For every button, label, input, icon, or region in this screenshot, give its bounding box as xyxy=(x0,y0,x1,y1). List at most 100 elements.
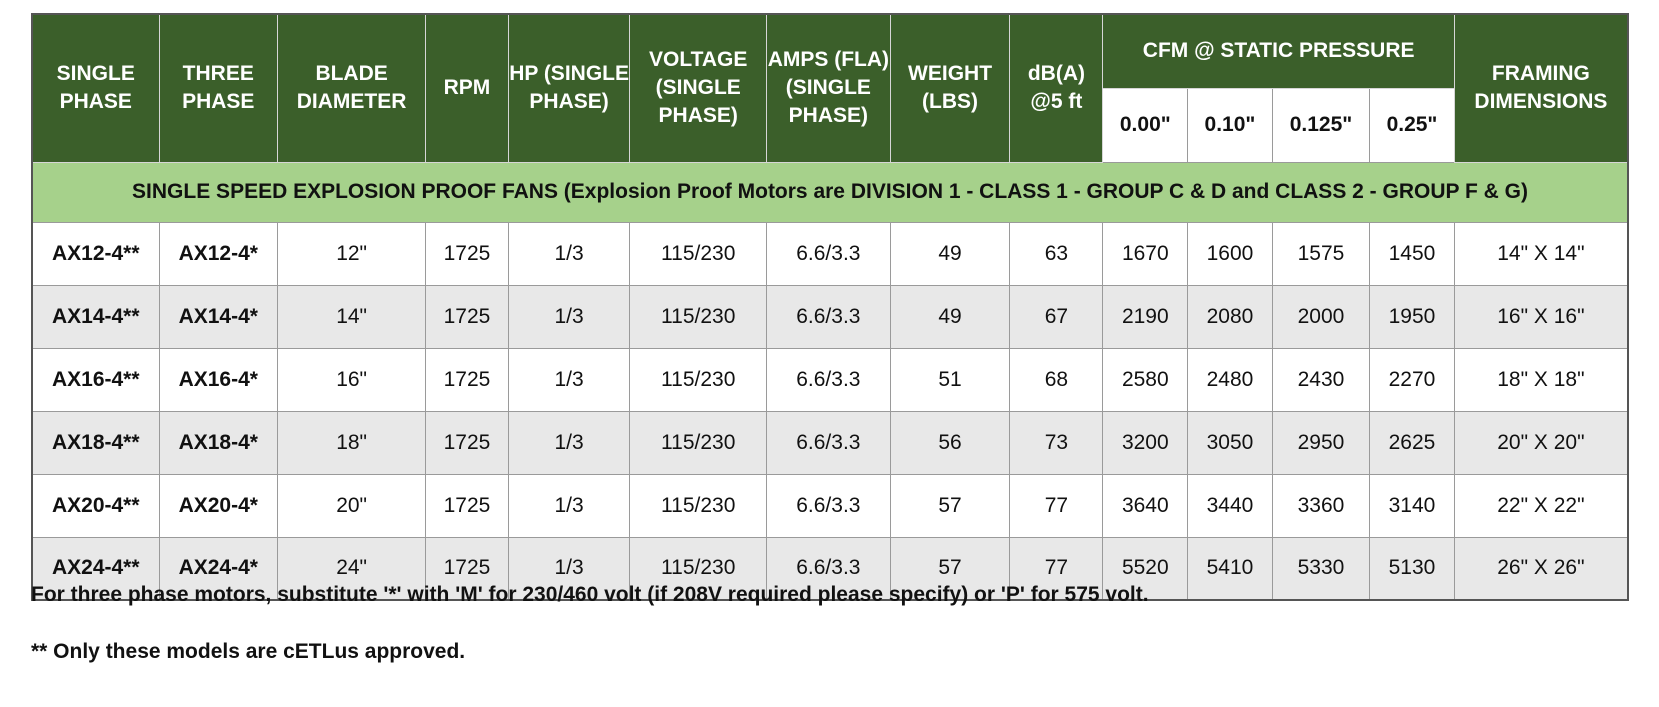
cell-cfm-0-25: 5130 xyxy=(1369,536,1455,601)
cell-cfm-0-10: 2080 xyxy=(1187,284,1273,349)
table-row: AX16-4** AX16-4* 16" 1725 1/3 115/230 6.6/3.3 5… xyxy=(31,347,1629,412)
cell-db: 77 xyxy=(1009,536,1104,601)
cell-weight: 49 xyxy=(889,284,1011,349)
header-cfm-0-00: 0.00" xyxy=(1102,87,1189,163)
table-row: AX20-4** AX20-4* 20" 1725 1/3 115/230 6.6/3.3 5… xyxy=(31,473,1629,538)
cell-cfm-0-00: 1670 xyxy=(1102,221,1189,286)
cell-rpm: 1725 xyxy=(425,284,509,349)
section-row: SINGLE SPEED EXPLOSION PROOF FANS (Explo… xyxy=(31,161,1629,223)
cell-blade-diameter: 18" xyxy=(277,410,427,475)
three-phase-note: For three phase motors, substitute '*' w… xyxy=(31,583,1149,606)
cell-three-phase-model: AX24-4* xyxy=(158,536,279,601)
cell-framing: 26" X 26" xyxy=(1453,536,1629,601)
cell-amps: 6.6/3.3 xyxy=(765,536,891,601)
header-cfm-0-125: 0.125" xyxy=(1271,87,1371,163)
cell-rpm: 1725 xyxy=(425,536,509,601)
cell-blade-diameter: 14" xyxy=(277,284,427,349)
header-amps: AMPS (FLA) (SINGLE PHASE) xyxy=(765,13,891,163)
spec-table: SINGLE PHASE THREE PHASE BLADE DIAMETER … xyxy=(31,13,1629,601)
cell-cfm-0-10: 2480 xyxy=(1187,347,1273,412)
cell-db: 63 xyxy=(1009,221,1104,286)
cell-voltage: 115/230 xyxy=(629,536,767,601)
header-voltage: VOLTAGE (SINGLE PHASE) xyxy=(629,13,767,163)
cell-amps: 6.6/3.3 xyxy=(765,410,891,475)
cell-cfm-0-25: 3140 xyxy=(1369,473,1455,538)
cell-cfm-0-125: 3360 xyxy=(1271,473,1371,538)
cell-blade-diameter: 12" xyxy=(277,221,427,286)
cell-cfm-0-25: 2625 xyxy=(1369,410,1455,475)
cell-db: 68 xyxy=(1009,347,1104,412)
header-blade-diameter: BLADE DIAMETER xyxy=(277,13,427,163)
table-row: AX12-4** AX12-4* 12" 1725 1/3 115/230 6.6/3.3 4… xyxy=(31,221,1629,286)
cell-cfm-0-25: 1950 xyxy=(1369,284,1455,349)
cell-amps: 6.6/3.3 xyxy=(765,284,891,349)
header-row: SINGLE PHASE THREE PHASE BLADE DIAMETER … xyxy=(31,13,1629,163)
cell-hp: 1/3 xyxy=(507,221,631,286)
cell-single-phase-model: AX14-4** xyxy=(31,284,160,349)
cell-cfm-0-00: 3200 xyxy=(1102,410,1189,475)
header-hp: HP (SINGLE PHASE) xyxy=(507,13,631,163)
cell-rpm: 1725 xyxy=(425,473,509,538)
cell-voltage: 115/230 xyxy=(629,473,767,538)
approval-note: ** Only these models are cETLus approved… xyxy=(31,640,466,663)
cell-hp: 1/3 xyxy=(507,473,631,538)
section-title: SINGLE SPEED EXPLOSION PROOF FANS (Explo… xyxy=(31,161,1629,223)
cell-weight: 57 xyxy=(889,536,1011,601)
header-cfm-0-10: 0.10" xyxy=(1187,87,1273,163)
cell-db: 73 xyxy=(1009,410,1104,475)
cell-db: 77 xyxy=(1009,473,1104,538)
table-body: SINGLE SPEED EXPLOSION PROOF FANS (Explo… xyxy=(31,161,1629,601)
cell-hp: 1/3 xyxy=(507,410,631,475)
cell-cfm-0-00: 5520 xyxy=(1102,536,1189,601)
cell-hp: 1/3 xyxy=(507,347,631,412)
cell-voltage: 115/230 xyxy=(629,284,767,349)
cell-hp: 1/3 xyxy=(507,536,631,601)
cell-cfm-0-00: 2580 xyxy=(1102,347,1189,412)
cell-three-phase-model: AX20-4* xyxy=(158,473,279,538)
cell-weight: 51 xyxy=(889,347,1011,412)
cell-blade-diameter: 24" xyxy=(277,536,427,601)
cell-framing: 14" X 14" xyxy=(1453,221,1629,286)
cell-single-phase-model: AX12-4** xyxy=(31,221,160,286)
cell-cfm-0-25: 1450 xyxy=(1369,221,1455,286)
cell-cfm-0-10: 3050 xyxy=(1187,410,1273,475)
cell-amps: 6.6/3.3 xyxy=(765,347,891,412)
cell-db: 67 xyxy=(1009,284,1104,349)
table-row: AX14-4** AX14-4* 14" 1725 1/3 115/230 6.6/3.3 4… xyxy=(31,284,1629,349)
cell-cfm-0-125: 5330 xyxy=(1271,536,1371,601)
cell-cfm-0-25: 2270 xyxy=(1369,347,1455,412)
cell-blade-diameter: 20" xyxy=(277,473,427,538)
cell-framing: 22" X 22" xyxy=(1453,473,1629,538)
cell-amps: 6.6/3.3 xyxy=(765,221,891,286)
header-db: dB(A) @5 ft xyxy=(1009,13,1104,163)
cell-single-phase-model: AX20-4** xyxy=(31,473,160,538)
cell-three-phase-model: AX18-4* xyxy=(158,410,279,475)
table-row: AX18-4** AX18-4* 18" 1725 1/3 115/230 6.6/3.3 5… xyxy=(31,410,1629,475)
cell-voltage: 115/230 xyxy=(629,347,767,412)
header-three-phase: THREE PHASE xyxy=(158,13,279,163)
header-cfm-0-25: 0.25" xyxy=(1369,87,1455,163)
cell-single-phase-model: AX16-4** xyxy=(31,347,160,412)
cell-single-phase-model: AX24-4** xyxy=(31,536,160,601)
cell-framing: 16" X 16" xyxy=(1453,284,1629,349)
cell-weight: 57 xyxy=(889,473,1011,538)
cell-three-phase-model: AX14-4* xyxy=(158,284,279,349)
cell-single-phase-model: AX18-4** xyxy=(31,410,160,475)
table-header: SINGLE PHASE THREE PHASE BLADE DIAMETER … xyxy=(31,13,1629,163)
cell-cfm-0-10: 1600 xyxy=(1187,221,1273,286)
cell-hp: 1/3 xyxy=(507,284,631,349)
cell-three-phase-model: AX12-4* xyxy=(158,221,279,286)
cell-cfm-0-125: 2000 xyxy=(1271,284,1371,349)
cell-rpm: 1725 xyxy=(425,410,509,475)
cell-weight: 49 xyxy=(889,221,1011,286)
cell-amps: 6.6/3.3 xyxy=(765,473,891,538)
cell-cfm-0-125: 1575 xyxy=(1271,221,1371,286)
cell-voltage: 115/230 xyxy=(629,410,767,475)
cell-cfm-0-10: 5410 xyxy=(1187,536,1273,601)
cell-cfm-0-125: 2430 xyxy=(1271,347,1371,412)
cell-voltage: 115/230 xyxy=(629,221,767,286)
table-row: AX24-4** AX24-4* 24" 1725 1/3 115/230 6.6/3.3 5… xyxy=(31,536,1629,601)
header-rpm: RPM xyxy=(425,13,509,163)
cell-framing: 18" X 18" xyxy=(1453,347,1629,412)
